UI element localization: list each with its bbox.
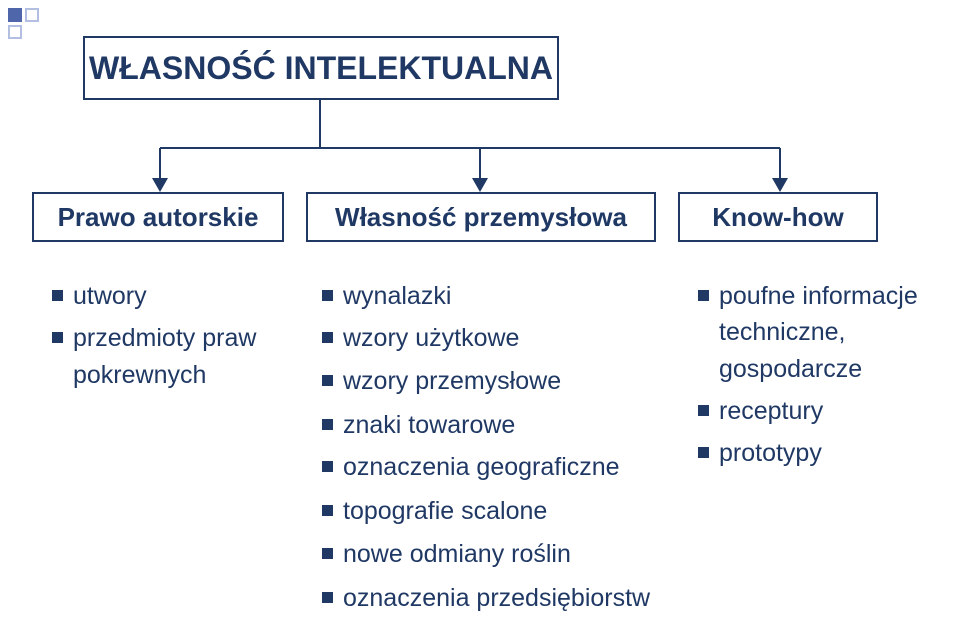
list-item: poufne informacje techniczne, gospodarcz…: [698, 278, 946, 387]
category-box-right: Know-how: [678, 192, 878, 242]
list-item: przedmioty praw pokrewnych: [52, 320, 300, 393]
list-left: utwory przedmioty praw pokrewnych: [52, 278, 300, 399]
category-box-mid: Własność przemysłowa: [306, 192, 656, 242]
category-label: Know-how: [712, 202, 843, 233]
bullet-icon: [322, 290, 333, 301]
category-label: Własność przemysłowa: [335, 202, 627, 233]
list-item: znaki towarowe: [322, 407, 682, 443]
list-item-text: poufne informacje techniczne, gospodarcz…: [719, 278, 946, 387]
list-item: oznaczenia przedsiębiorstw: [322, 580, 682, 616]
list-item-text: oznaczenia geograficzne: [343, 449, 682, 485]
list-item: nowe odmiany roślin: [322, 536, 682, 572]
list-item-text: znaki towarowe: [343, 407, 682, 443]
bullet-icon: [698, 290, 709, 301]
bullet-icon: [322, 548, 333, 559]
bullet-icon: [52, 290, 63, 301]
list-item-text: wynalazki: [343, 278, 682, 314]
bullet-icon: [52, 332, 63, 343]
decor-square-outline: [8, 25, 22, 39]
bullet-icon: [322, 419, 333, 430]
list-item-text: utwory: [73, 278, 300, 314]
list-item-text: nowe odmiany roślin: [343, 536, 682, 572]
category-label: Prawo autorskie: [58, 202, 259, 233]
bullet-icon: [322, 592, 333, 603]
bullet-icon: [322, 505, 333, 516]
bullet-icon: [322, 461, 333, 472]
title-box: WŁASNOŚĆ INTELEKTUALNA: [83, 36, 559, 100]
list-item-text: oznaczenia przedsiębiorstw: [343, 580, 682, 616]
decor-square-filled: [8, 8, 22, 22]
list-right: poufne informacje techniczne, gospodarcz…: [698, 278, 946, 477]
list-mid: wynalazki wzory użytkowe wzory przemysłowe…: [322, 278, 682, 619]
list-item: wynalazki: [322, 278, 682, 314]
list-item-text: prototypy: [719, 435, 946, 471]
list-item-text: przedmioty praw pokrewnych: [73, 320, 300, 393]
list-item-text: wzory przemysłowe: [343, 363, 682, 399]
list-item: topografie scalone: [322, 493, 682, 529]
list-item: oznaczenia geograficzne: [322, 449, 682, 485]
list-item-text: receptury: [719, 393, 946, 429]
bullet-icon: [698, 447, 709, 458]
bullet-icon: [322, 375, 333, 386]
list-item: utwory: [52, 278, 300, 314]
list-item: prototypy: [698, 435, 946, 471]
decor-square-outline: [25, 8, 39, 22]
title-text: WŁASNOŚĆ INTELEKTUALNA: [89, 50, 553, 87]
bullet-icon: [698, 405, 709, 416]
list-item-text: topografie scalone: [343, 493, 682, 529]
list-item: receptury: [698, 393, 946, 429]
list-item: wzory użytkowe: [322, 320, 682, 356]
list-item-text: wzory użytkowe: [343, 320, 682, 356]
list-item: wzory przemysłowe: [322, 363, 682, 399]
bullet-icon: [322, 332, 333, 343]
category-box-left: Prawo autorskie: [32, 192, 284, 242]
